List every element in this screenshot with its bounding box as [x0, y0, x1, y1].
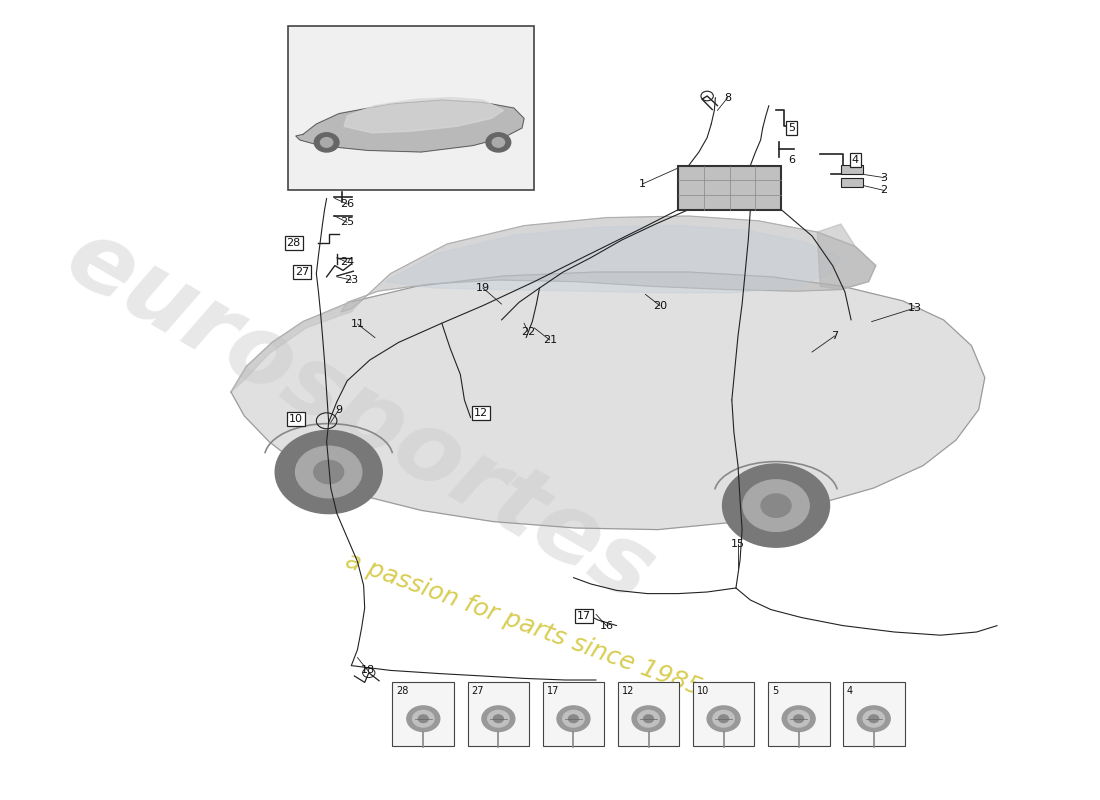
Circle shape: [275, 430, 382, 514]
Text: 17: 17: [547, 686, 559, 695]
Text: 28: 28: [397, 686, 409, 695]
Text: 23: 23: [344, 275, 359, 285]
Text: 7: 7: [832, 331, 838, 341]
Circle shape: [761, 494, 791, 518]
Text: 21: 21: [542, 335, 557, 345]
Text: 13: 13: [908, 303, 922, 313]
Circle shape: [314, 460, 343, 484]
Bar: [693, 682, 755, 746]
Text: 2: 2: [880, 186, 888, 195]
Text: 6: 6: [788, 155, 795, 165]
Circle shape: [315, 133, 339, 152]
Text: 9: 9: [336, 405, 342, 414]
Circle shape: [864, 710, 884, 727]
Circle shape: [486, 133, 510, 152]
Text: 8: 8: [724, 93, 732, 102]
Circle shape: [412, 710, 434, 727]
Bar: [287, 26, 535, 190]
Circle shape: [782, 706, 815, 731]
Circle shape: [482, 706, 515, 731]
Circle shape: [407, 706, 440, 731]
Text: 3: 3: [880, 173, 888, 182]
Text: 4: 4: [851, 155, 859, 165]
Text: 20: 20: [652, 301, 667, 310]
Bar: [618, 682, 680, 746]
Circle shape: [644, 715, 653, 722]
Text: 24: 24: [340, 258, 354, 267]
Circle shape: [487, 710, 509, 727]
Polygon shape: [231, 272, 985, 530]
Bar: [843, 682, 904, 746]
Circle shape: [563, 710, 584, 727]
Polygon shape: [344, 98, 504, 133]
Circle shape: [632, 706, 666, 731]
Text: 4: 4: [847, 686, 854, 695]
Text: 12: 12: [474, 408, 488, 418]
Text: 11: 11: [351, 319, 364, 329]
Circle shape: [713, 710, 735, 727]
Text: 26: 26: [340, 199, 354, 209]
Text: 12: 12: [621, 686, 635, 695]
Text: 5: 5: [788, 123, 795, 133]
Circle shape: [742, 480, 810, 531]
Text: eurosportes: eurosportes: [50, 210, 670, 622]
Text: 25: 25: [340, 218, 354, 227]
Circle shape: [569, 715, 579, 722]
Circle shape: [788, 710, 810, 727]
Circle shape: [723, 464, 829, 547]
Text: 16: 16: [600, 621, 614, 630]
Circle shape: [707, 706, 740, 731]
Circle shape: [869, 715, 879, 722]
Text: 22: 22: [521, 327, 536, 337]
Text: 15: 15: [732, 539, 745, 549]
Circle shape: [296, 446, 362, 498]
Polygon shape: [385, 226, 840, 293]
Circle shape: [320, 138, 333, 147]
Polygon shape: [296, 100, 524, 152]
Circle shape: [494, 715, 504, 722]
Circle shape: [794, 715, 804, 722]
Circle shape: [492, 138, 505, 147]
Circle shape: [557, 706, 590, 731]
Text: 10: 10: [289, 414, 302, 424]
Text: 28: 28: [287, 238, 300, 248]
Text: 10: 10: [697, 686, 710, 695]
Text: a passion for parts since 1985: a passion for parts since 1985: [342, 548, 706, 700]
Bar: [468, 682, 529, 746]
Text: 27: 27: [472, 686, 484, 695]
Circle shape: [718, 715, 728, 722]
Polygon shape: [817, 224, 876, 290]
Text: 1: 1: [639, 179, 646, 189]
Bar: [840, 165, 864, 174]
Bar: [542, 682, 604, 746]
Polygon shape: [341, 216, 876, 312]
Circle shape: [638, 710, 659, 727]
Text: 19: 19: [476, 283, 490, 293]
Bar: [768, 682, 829, 746]
Text: 5: 5: [772, 686, 778, 695]
Bar: [840, 178, 864, 187]
Text: 17: 17: [576, 611, 591, 621]
Circle shape: [857, 706, 890, 731]
Text: 27: 27: [295, 267, 309, 277]
Polygon shape: [231, 302, 360, 392]
Text: 18: 18: [361, 666, 375, 675]
Bar: [393, 682, 454, 746]
Circle shape: [418, 715, 428, 722]
Bar: [679, 166, 781, 210]
